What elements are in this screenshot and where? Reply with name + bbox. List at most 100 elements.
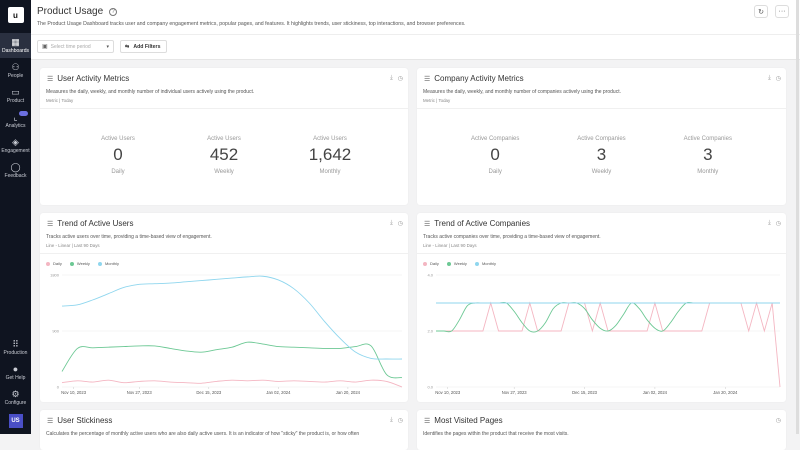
- stat-daily: Active Companies 0 Daily: [470, 136, 520, 175]
- y-tick-label: 0.0: [427, 385, 433, 390]
- clock-icon[interactable]: ◷: [775, 76, 781, 82]
- divider: [31, 34, 800, 35]
- scrollbar[interactable]: [796, 0, 799, 434]
- gear-icon: ⚙: [11, 389, 20, 399]
- x-tick-label: Nov 27, 2023: [127, 390, 153, 395]
- card-title: ☰ Trend of Active Companies: [424, 219, 531, 228]
- grid-icon: ▦: [11, 37, 20, 47]
- y-tick-label: 0: [57, 385, 60, 390]
- x-tick-label: Nov 10, 2023: [435, 390, 461, 395]
- sidebar-item-configure[interactable]: ⚙ Configure: [4, 389, 27, 406]
- trend-active-companies-card: ☰ Trend of Active Companies ⤓ ◷ Tracks act…: [417, 213, 786, 402]
- stat-monthly: Active Users 1,642 Monthly: [308, 136, 352, 175]
- most-visited-pages-card: ☰ Most Visited Pages ◷ Identifies the pag…: [417, 410, 786, 450]
- card-title: ☰ User Activity Metrics: [47, 74, 130, 83]
- report-icon: ☰: [424, 75, 431, 83]
- series-line-monthly: [61, 275, 403, 360]
- sidebar-item-get-help[interactable]: ● Get Help: [5, 364, 26, 381]
- download-icon[interactable]: ⤓: [768, 220, 771, 226]
- card-meta: Metric | Today: [423, 98, 451, 103]
- page-header: Product Usage? The Product Usage Dashboa…: [31, 0, 800, 60]
- legend-item[interactable]: Daily: [46, 261, 62, 266]
- series-line-weekly: [436, 301, 780, 333]
- card-meta: Metric | Today: [46, 98, 74, 103]
- legend-label: Daily: [430, 261, 439, 266]
- legend-label: Weekly: [453, 261, 467, 266]
- refresh-icon: ↻: [758, 8, 764, 16]
- filter-icon: ⇆: [125, 43, 130, 50]
- page-description: The Product Usage Dashboard tracks user …: [37, 21, 466, 27]
- sidebar-item-production[interactable]: ⠿ Production: [3, 339, 28, 356]
- card-title: ☰ User Stickiness: [47, 416, 113, 425]
- layers-icon: ◈: [12, 137, 19, 147]
- card-meta: Line - Linear | Last 90 Days: [423, 243, 477, 248]
- line-chart: 0 900 1800 Nov 10, 2023 Nov 27, 2023 Dec 15, …: [50, 273, 403, 395]
- report-icon: ☰: [47, 417, 54, 425]
- company-activity-metrics-card: ☰ Company Activity Metrics ⤓ ◷ Measures th…: [417, 68, 786, 205]
- legend-item[interactable]: Monthly: [97, 261, 119, 266]
- clock-icon[interactable]: ◷: [397, 418, 403, 424]
- report-icon: ☰: [47, 75, 54, 83]
- card-description: Tracks active users over time, providing…: [46, 234, 212, 240]
- clock-icon[interactable]: ◷: [397, 76, 403, 82]
- download-icon[interactable]: ⤓: [768, 75, 771, 81]
- sidebar-item-dashboards[interactable]: ▦ Dashboards: [0, 33, 31, 58]
- time-period-select[interactable]: ▣ Select time period ▾: [37, 40, 114, 53]
- sidebar-item-analytics[interactable]: ⌞ Analytics: [0, 108, 31, 133]
- legend-item[interactable]: Weekly: [69, 261, 90, 266]
- stat-weekly: Active Companies 3 Weekly: [577, 136, 626, 175]
- legend-label: Monthly: [104, 261, 119, 266]
- page-title: Product Usage?: [37, 6, 118, 17]
- clock-icon[interactable]: ◷: [775, 221, 781, 227]
- card-title: ☰ Trend of Active Users: [47, 219, 134, 228]
- card-description: Measures the daily, weekly, and monthly …: [423, 89, 621, 95]
- more-button[interactable]: ···: [775, 5, 789, 18]
- legend-label: Monthly: [481, 261, 496, 266]
- download-icon[interactable]: ⤓: [390, 220, 393, 226]
- report-icon: ☰: [47, 220, 54, 228]
- sidebar-item-product[interactable]: ▭ Product: [6, 87, 25, 104]
- divider: [40, 253, 408, 254]
- card-title: ☰ Company Activity Metrics: [424, 74, 524, 83]
- trend-active-users-card: ☰ Trend of Active Users ⤓ ◷ Tracks active …: [40, 213, 408, 402]
- legend-swatch: [46, 261, 50, 266]
- sidebar-item-engagement[interactable]: ◈ Engagement: [1, 137, 30, 154]
- x-tick-label: Dec 15, 2023: [572, 390, 598, 395]
- sidebar-item-people[interactable]: ⚇ People: [7, 62, 24, 79]
- chart-icon: ⌞: [13, 112, 18, 122]
- legend-swatch: [423, 261, 427, 266]
- people-icon: ⚇: [11, 62, 20, 72]
- divider: [417, 108, 786, 109]
- series-line-daily: [61, 379, 403, 388]
- apps-icon: ⠿: [12, 339, 19, 349]
- help-icon: ●: [12, 364, 19, 374]
- add-filters-button[interactable]: ⇆ Add Filters: [120, 40, 167, 53]
- chevron-down-icon: ▾: [106, 43, 109, 50]
- report-icon: ☰: [424, 220, 431, 228]
- legend-item[interactable]: Weekly: [446, 261, 467, 266]
- y-tick-label: 1800: [50, 273, 60, 278]
- report-icon: ☰: [424, 417, 431, 425]
- x-tick-label: Jan 02, 2024: [266, 390, 291, 395]
- download-icon[interactable]: ⤓: [390, 417, 393, 423]
- stat-monthly: Active Companies 3 Monthly: [683, 136, 732, 175]
- app-logo[interactable]: u: [7, 7, 24, 23]
- sidebar-item-feedback[interactable]: ◯ Feedback: [4, 162, 27, 179]
- avatar[interactable]: US: [8, 414, 23, 428]
- clock-icon[interactable]: ◷: [775, 418, 781, 424]
- card-description: Calculates the percentage of monthly act…: [46, 431, 360, 437]
- y-tick-label: 900: [52, 329, 59, 334]
- x-tick-label: Jan 02, 2024: [643, 390, 668, 395]
- product-icon: ▭: [11, 87, 20, 97]
- clock-icon[interactable]: ◷: [397, 221, 403, 227]
- divider: [40, 108, 408, 109]
- help-icon[interactable]: ?: [109, 8, 118, 16]
- chat-icon: ◯: [10, 162, 21, 172]
- legend-item[interactable]: Monthly: [474, 261, 496, 266]
- legend-label: Weekly: [76, 261, 90, 266]
- chart-legend: Daily Weekly Monthly: [46, 261, 119, 266]
- refresh-button[interactable]: ↻: [754, 5, 768, 18]
- legend-item[interactable]: Daily: [423, 261, 439, 266]
- download-icon[interactable]: ⤓: [390, 75, 393, 81]
- x-tick-label: Jan 20, 2024: [336, 390, 361, 395]
